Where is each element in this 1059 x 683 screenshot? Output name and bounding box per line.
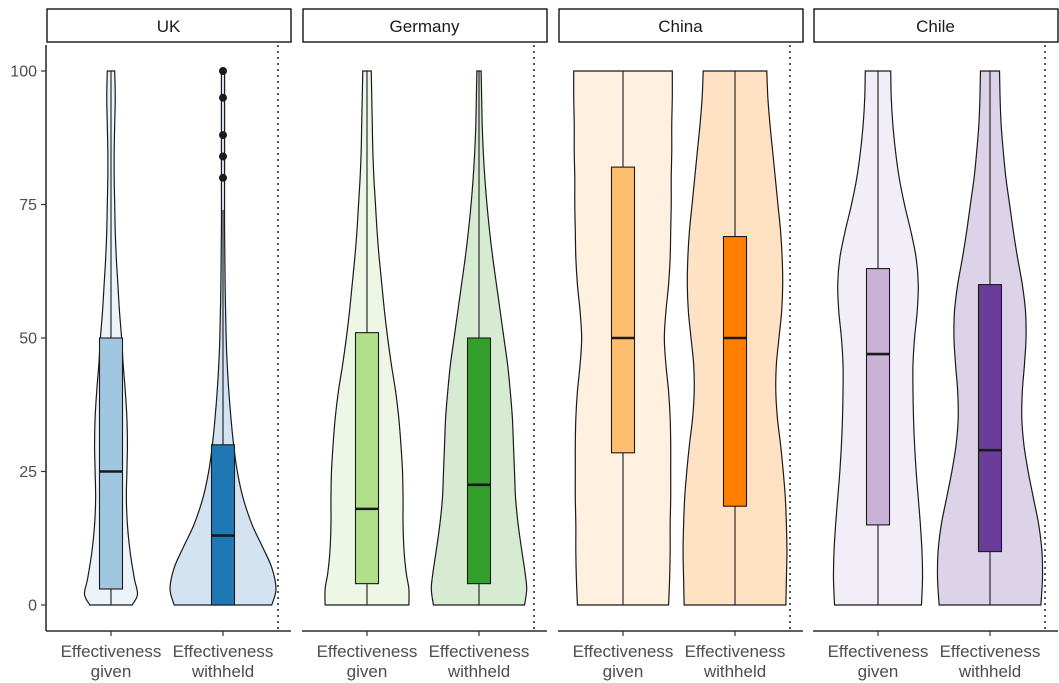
facet-panel-china: ChinaEffectivenessgivenEffectivenesswith… (558, 8, 804, 681)
x-tick-label: given (603, 662, 644, 681)
box (98, 337, 124, 590)
x-tick-label: withheld (703, 662, 766, 681)
x-tick-label: Effectiveness (828, 642, 929, 661)
facet-panels: UKEffectivenessgivenEffectivenesswithhel… (46, 8, 1059, 681)
x-tick-label: Effectiveness (317, 642, 418, 661)
x-tick-label: withheld (958, 662, 1021, 681)
outlier-point (219, 67, 227, 75)
strip-header (813, 8, 1059, 43)
box (466, 337, 492, 585)
outlier-point (219, 131, 227, 140)
x-tick-label: Effectiveness (940, 642, 1041, 661)
facet-panel-uk: UKEffectivenessgivenEffectivenesswithhel… (46, 8, 292, 681)
x-tick-label: given (858, 662, 899, 681)
x-tick-label: given (91, 662, 132, 681)
outlier-point (219, 152, 227, 161)
x-tick-label: Effectiveness (429, 642, 530, 661)
outlier-point (219, 173, 227, 182)
strip-header (558, 8, 804, 43)
x-tick-label: Effectiveness (685, 642, 786, 661)
y-tick-label: 0 (28, 598, 37, 615)
y-axis: 0 25 50 75 100 (10, 45, 47, 631)
strip-label: UK (157, 17, 181, 36)
x-tick-label: Effectiveness (61, 642, 162, 661)
x-tick-label: Effectiveness (173, 642, 274, 661)
outlier-point (219, 93, 227, 102)
x-tick-label: given (347, 662, 388, 681)
box (722, 235, 748, 507)
y-tick-label: 75 (19, 197, 37, 214)
strip-label: Germany (390, 17, 460, 36)
facet-panel-chile: ChileEffectivenessgivenEffectivenesswith… (813, 8, 1059, 681)
x-tick-label: Effectiveness (573, 642, 674, 661)
box (354, 332, 380, 585)
box (977, 284, 1003, 553)
y-tick-label: 25 (19, 464, 37, 481)
box (210, 444, 236, 606)
strip-header (302, 8, 548, 43)
box (610, 166, 636, 454)
strip-label: Chile (916, 17, 955, 36)
x-tick-label: withheld (191, 662, 254, 681)
y-tick-label: 50 (19, 331, 37, 348)
strip-label: China (658, 17, 703, 36)
y-tick-label: 100 (10, 64, 37, 81)
box (865, 268, 891, 526)
strip-header (46, 8, 292, 43)
facet-panel-germany: GermanyEffectivenessgivenEffectivenesswi… (302, 8, 548, 681)
x-tick-label: withheld (447, 662, 510, 681)
